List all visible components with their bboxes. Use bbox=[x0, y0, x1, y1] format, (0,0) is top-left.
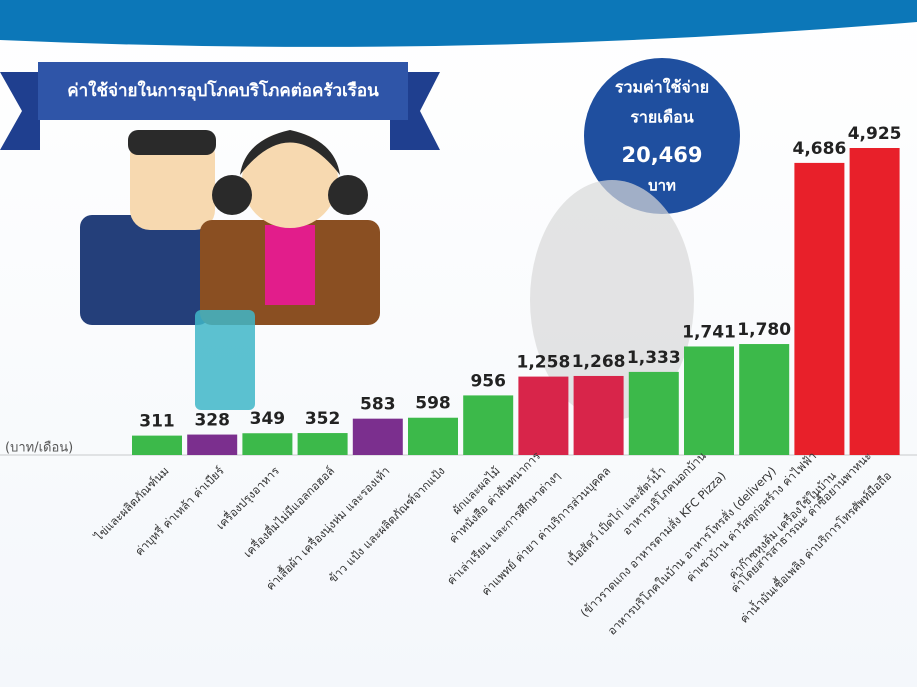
bar bbox=[242, 433, 293, 455]
bar bbox=[739, 344, 790, 455]
value-label: 349 bbox=[250, 409, 286, 429]
value-label: 598 bbox=[415, 394, 451, 414]
bar bbox=[518, 376, 569, 455]
value-label: 4,925 bbox=[848, 124, 902, 144]
bar bbox=[132, 435, 182, 455]
total-label: รายเดือน bbox=[630, 108, 693, 127]
title-banner bbox=[38, 62, 408, 120]
value-label: 328 bbox=[194, 411, 230, 431]
bar bbox=[408, 417, 458, 455]
ribbon-left bbox=[0, 72, 40, 150]
bar bbox=[463, 395, 514, 455]
bar bbox=[628, 371, 679, 455]
total-unit: บาท bbox=[648, 177, 676, 195]
unit-label: (บาท/เดือน) bbox=[5, 440, 73, 456]
value-label: 1,258 bbox=[517, 353, 571, 373]
bar bbox=[352, 418, 403, 455]
total-circle bbox=[584, 58, 740, 214]
value-label: 311 bbox=[139, 412, 175, 432]
total-label: รวมค่าใช้จ่าย bbox=[615, 78, 709, 97]
value-label: 1,741 bbox=[682, 322, 736, 342]
value-label: 1,333 bbox=[627, 348, 681, 368]
value-label: 1,780 bbox=[737, 320, 791, 340]
bar bbox=[573, 375, 624, 455]
bar bbox=[187, 434, 238, 455]
bar bbox=[849, 148, 900, 455]
highlight-ellipse bbox=[530, 180, 694, 420]
value-label: 1,268 bbox=[572, 352, 626, 372]
bar bbox=[794, 162, 845, 455]
bar bbox=[684, 346, 734, 455]
value-label: 583 bbox=[360, 395, 396, 415]
illustration bbox=[80, 130, 380, 410]
total-value: 20,469 bbox=[621, 143, 702, 167]
value-label: 352 bbox=[305, 409, 341, 429]
bar bbox=[297, 433, 348, 455]
value-label: 4,686 bbox=[793, 139, 847, 159]
value-label: 956 bbox=[470, 371, 506, 391]
header-band bbox=[0, 0, 917, 47]
chart-title: ค่าใช้จ่ายในการอุปโภคบริโภคต่อครัวเรือน bbox=[67, 80, 379, 101]
